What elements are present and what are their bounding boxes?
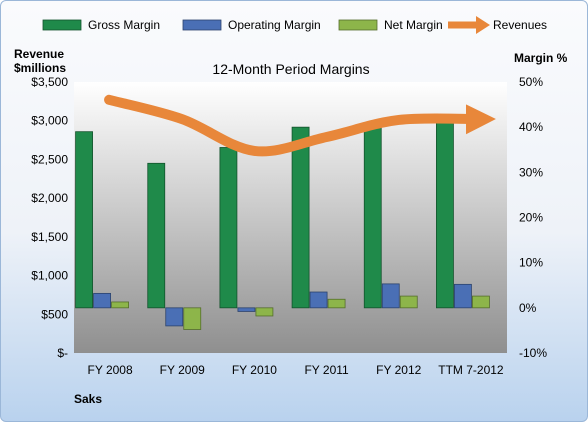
- legend-swatch-operating-margin: [182, 19, 222, 31]
- right-axis-label: Margin %: [514, 51, 568, 65]
- bars-layer: [75, 122, 490, 330]
- bar-operating-margin-fy-2012: [381, 283, 400, 309]
- bar-net-margin-fy-2008: [111, 301, 129, 309]
- legend-arrow-revenues: [476, 16, 490, 34]
- right-tick-label: 50%: [519, 75, 543, 89]
- category-label-fy-2009: FY 2009: [160, 363, 205, 377]
- bar-net-margin-fy-2012: [399, 295, 418, 309]
- bar-operating-margin-fy-2009: [165, 307, 184, 327]
- right-tick-label: 10%: [519, 256, 543, 270]
- right-tick-label: 40%: [519, 120, 543, 134]
- legend-swatch-gross-margin: [42, 19, 82, 31]
- category-label-fy-2011: FY 2011: [304, 363, 349, 377]
- category-label-ttm-7-2012: TTM 7-2012: [438, 363, 504, 377]
- right-tick-label: 0%: [519, 301, 537, 315]
- axes-layer: $- $500 $1,000 $1,500 $2,000 $2,500 $3,000 $3,5…: [31, 75, 547, 377]
- legend: Gross Margin Operating Margin Net Margin Re…: [42, 16, 547, 34]
- left-tick-label: $-: [57, 346, 68, 360]
- legend-label-gross-margin: Gross Margin: [88, 18, 160, 32]
- bar-net-margin-fy-2010: [255, 307, 274, 317]
- bar-net-margin-ttm-7-2012: [472, 295, 490, 309]
- left-tick-label: $1,000: [31, 269, 68, 283]
- right-tick-label: 30%: [519, 165, 543, 179]
- bar-net-margin-fy-2011: [327, 298, 346, 309]
- left-tick-label: $2,500: [31, 152, 68, 166]
- chart-title: 12-Month Period Margins: [212, 61, 369, 77]
- left-tick-label: $2,000: [31, 191, 68, 205]
- bar-gross-margin-fy-2008: [75, 131, 93, 309]
- bar-operating-margin-ttm-7-2012: [454, 283, 472, 309]
- left-tick-label: $3,500: [31, 75, 68, 89]
- left-tick-label: $500: [41, 307, 68, 321]
- company-label: Saks: [74, 392, 102, 406]
- right-tick-label: 20%: [519, 211, 543, 225]
- category-label-fy-2008: FY 2008: [88, 363, 133, 377]
- line-revenues: [104, 94, 496, 157]
- plot-area: [74, 82, 507, 353]
- bar-gross-margin-ttm-7-2012: [436, 122, 454, 309]
- legend-swatch-net-margin: [338, 19, 378, 31]
- left-axis-label-line2: $millions: [14, 61, 66, 75]
- bar-gross-margin-fy-2012: [363, 122, 382, 309]
- bar-net-margin-fy-2009: [183, 307, 202, 330]
- bar-operating-margin-fy-2011: [309, 291, 328, 309]
- legend-label-net-margin: Net Margin: [384, 18, 443, 32]
- legend-label-revenues: Revenues: [493, 18, 547, 32]
- bar-gross-margin-fy-2011: [291, 126, 310, 309]
- bar-operating-margin-fy-2008: [93, 292, 111, 309]
- legend-label-operating-margin: Operating Margin: [228, 18, 321, 32]
- left-axis-label-line1: Revenue: [14, 47, 64, 61]
- bar-gross-margin-fy-2010: [219, 147, 238, 309]
- right-tick-label: -10%: [519, 346, 547, 360]
- left-tick-label: $1,500: [31, 230, 68, 244]
- bar-operating-margin-fy-2010: [237, 307, 256, 312]
- bar-gross-margin-fy-2009: [147, 162, 166, 309]
- category-label-fy-2010: FY 2010: [232, 363, 277, 377]
- category-label-fy-2012: FY 2012: [376, 363, 421, 377]
- left-tick-label: $3,000: [31, 114, 68, 128]
- line-layer: [104, 94, 496, 157]
